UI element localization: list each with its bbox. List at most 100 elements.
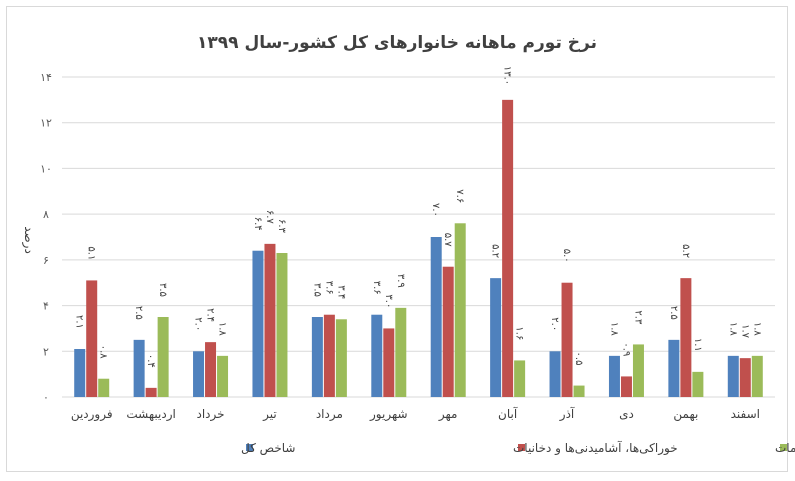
y-tick-label: ۴ <box>43 300 49 313</box>
legend: شاخص کل خوراکی‌ها، آشامیدنی‌ها و دخانیات ک… <box>241 440 795 456</box>
data-label: ۵.۱ <box>86 246 97 260</box>
data-label: ۶.۷ <box>264 210 275 225</box>
data-label: ۳.۵ <box>157 283 168 297</box>
data-label: ۰.۵ <box>573 352 584 366</box>
bars <box>74 99 763 397</box>
data-label: ۰.۸ <box>98 345 109 360</box>
category-label: اردیبهشت <box>126 407 175 422</box>
data-label: ۳.۶ <box>371 281 382 295</box>
category-label: شهریور <box>369 407 408 422</box>
bar <box>430 237 442 397</box>
bar <box>442 266 454 397</box>
data-label: ۱.۸ <box>217 322 228 337</box>
x-axis-categories: فروردین اردیبهشت خرداد تیر مرداد شهریور مهر آبا… <box>71 406 760 422</box>
data-label: ۶.۳ <box>276 219 287 234</box>
category-label: اسفند <box>731 407 760 421</box>
bar <box>252 250 264 397</box>
bar <box>514 360 526 397</box>
category-label: فروردین <box>71 407 113 422</box>
bar <box>632 344 644 397</box>
chart-title: نرخ تورم ماهانه خانوارهای کل کشور-سال ۱۳… <box>197 33 597 53</box>
bar <box>217 355 229 397</box>
bar <box>739 358 751 397</box>
category-label: خرداد <box>197 407 225 422</box>
bar <box>145 387 157 397</box>
bar <box>692 371 704 397</box>
data-label: ۰.۹ <box>620 342 631 356</box>
gridlines <box>62 76 775 398</box>
data-label: ۲.۵ <box>668 306 679 320</box>
data-label: ۰.۴ <box>145 354 156 368</box>
bar <box>502 99 514 397</box>
data-label: ۳.۰ <box>383 294 394 308</box>
y-tick-label: ۲ <box>43 345 49 358</box>
data-label: ۵.۰ <box>561 249 572 263</box>
data-label: ۷.۰ <box>430 203 441 217</box>
category-label: بهمن <box>673 407 698 422</box>
bar <box>454 223 466 397</box>
bar <box>98 378 110 397</box>
category-label: دی <box>619 407 634 421</box>
data-label: ۷.۶ <box>454 189 465 203</box>
data-label: ۲.۵ <box>133 306 144 320</box>
data-label: ۱۳.۰ <box>502 66 513 85</box>
y-tick-label: ۰ <box>43 391 49 404</box>
legend-swatch <box>246 444 253 451</box>
category-label: مرداد <box>316 407 343 422</box>
data-label: ۲.۴ <box>205 308 216 322</box>
data-label: ۱.۸ <box>608 322 619 337</box>
legend-swatch <box>780 444 787 451</box>
bar <box>383 328 395 397</box>
y-axis-ticks: ۰ ۲ ۴ ۶ ۸ ۱۰ ۱۲ ۱۴ <box>40 71 52 404</box>
bar <box>668 339 680 397</box>
y-tick-label: ۱۲ <box>40 117 52 130</box>
data-label: ۱.۸ <box>727 322 738 337</box>
data-label: ۱.۱ <box>692 338 703 352</box>
legend-entry: خوراکی‌ها، آشامیدنی‌ها و دخانیات <box>513 440 678 456</box>
bar <box>620 376 632 397</box>
bar <box>727 355 739 397</box>
bar <box>311 317 323 397</box>
bar <box>133 339 145 397</box>
category-label: آذر <box>559 406 575 422</box>
bar <box>74 349 86 397</box>
data-label: ۵.۷ <box>442 233 453 248</box>
data-label: ۳.۴ <box>335 285 346 299</box>
bar <box>335 319 347 397</box>
y-tick-label: ۸ <box>43 208 49 221</box>
bar <box>549 351 561 397</box>
data-label: ۳.۵ <box>311 283 322 297</box>
data-label: ۲.۳ <box>632 310 643 325</box>
bar <box>276 253 288 397</box>
data-label: ۳.۹ <box>395 274 406 288</box>
data-label: ۵.۲ <box>490 244 501 258</box>
legend-entry: کالاهای غیرخوراکی و خدمات <box>775 441 795 456</box>
data-label: ۳.۶ <box>323 281 334 295</box>
bar <box>157 317 169 397</box>
legend-swatch <box>518 444 525 451</box>
legend-entry: شاخص کل <box>241 441 295 456</box>
data-label: ۱.۶ <box>514 326 525 340</box>
bar <box>371 314 383 397</box>
category-label: تیر <box>262 407 277 422</box>
data-label: ۵.۲ <box>680 244 691 258</box>
data-label: ۲.۰ <box>549 317 560 331</box>
bar <box>86 280 98 397</box>
bar <box>264 243 276 397</box>
data-label: ۲.۰ <box>193 317 204 331</box>
bar <box>751 355 763 397</box>
y-axis-label: درصد <box>21 226 36 254</box>
bar <box>680 278 692 397</box>
bar <box>193 351 205 397</box>
bar <box>205 342 217 397</box>
data-label: ۲.۱ <box>74 315 85 329</box>
bar <box>323 314 335 397</box>
bar <box>490 278 502 397</box>
data-label: ۱.۸ <box>751 322 762 337</box>
bar <box>395 307 407 397</box>
data-label: ۶.۴ <box>252 217 263 231</box>
bar <box>573 385 585 397</box>
category-label: آبان <box>498 406 518 421</box>
y-tick-label: ۱۰ <box>40 162 52 175</box>
